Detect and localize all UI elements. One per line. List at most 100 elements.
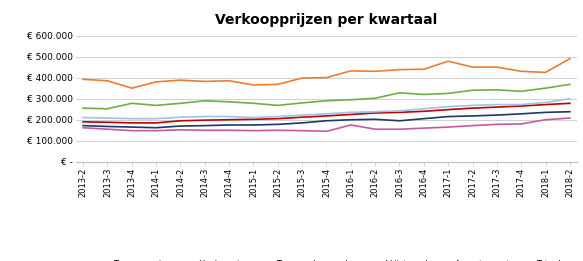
Vrijstaand	[275, 83, 282, 86]
Hoekwoning	[323, 114, 330, 117]
Vrijstaand	[128, 87, 135, 90]
Vrijstaand	[153, 80, 160, 84]
Tussenwoning	[396, 119, 403, 122]
Appartement	[128, 129, 135, 132]
Twee onder een kap	[396, 91, 403, 94]
Totaal	[542, 101, 549, 104]
Twee onder een kap	[128, 102, 135, 105]
Totaal	[298, 114, 305, 117]
Hoekwoning	[566, 102, 573, 105]
Appartement	[469, 124, 476, 127]
Vrijstaand	[542, 71, 549, 74]
Totaal	[518, 103, 525, 106]
Twee onder een kap	[80, 106, 87, 110]
Appartement	[518, 122, 525, 126]
Appartement	[396, 128, 403, 131]
Line: Totaal: Totaal	[83, 99, 570, 119]
Legend: Tussenwoning, Hoekwoning, Twee onder een kap, Vrijstaand, Appartement, Totaal: Tussenwoning, Hoekwoning, Twee onder een…	[92, 260, 561, 261]
Vrijstaand	[518, 70, 525, 73]
Appartement	[201, 129, 208, 132]
Appartement	[104, 128, 111, 131]
Tussenwoning	[445, 115, 452, 118]
Hoekwoning	[128, 121, 135, 124]
Vrijstaand	[445, 60, 452, 63]
Tussenwoning	[275, 123, 282, 126]
Twee onder een kap	[445, 92, 452, 95]
Totaal	[347, 111, 354, 114]
Tussenwoning	[323, 119, 330, 122]
Vrijstaand	[226, 79, 233, 82]
Totaal	[493, 103, 500, 106]
Vrijstaand	[396, 68, 403, 71]
Twee onder een kap	[518, 90, 525, 93]
Totaal	[420, 107, 427, 110]
Vrijstaand	[323, 76, 330, 79]
Tussenwoning	[566, 110, 573, 113]
Appartement	[226, 129, 233, 132]
Tussenwoning	[298, 121, 305, 124]
Twee onder een kap	[226, 100, 233, 103]
Twee onder een kap	[177, 102, 184, 105]
Tussenwoning	[128, 126, 135, 129]
Appartement	[445, 126, 452, 129]
Appartement	[80, 126, 87, 129]
Vrijstaand	[104, 79, 111, 82]
Totaal	[250, 116, 257, 119]
Tussenwoning	[250, 123, 257, 127]
Totaal	[153, 117, 160, 120]
Totaal	[469, 104, 476, 107]
Appartement	[298, 129, 305, 132]
Tussenwoning	[177, 124, 184, 128]
Vrijstaand	[80, 78, 87, 81]
Appartement	[153, 129, 160, 132]
Hoekwoning	[104, 121, 111, 124]
Totaal	[104, 116, 111, 120]
Twee onder een kap	[493, 88, 500, 91]
Vrijstaand	[177, 79, 184, 82]
Hoekwoning	[298, 116, 305, 119]
Twee onder een kap	[371, 97, 378, 100]
Line: Appartement: Appartement	[83, 118, 570, 131]
Hoekwoning	[493, 105, 500, 109]
Line: Tussenwoning: Tussenwoning	[83, 112, 570, 128]
Tussenwoning	[371, 118, 378, 121]
Vrijstaand	[347, 69, 354, 73]
Appartement	[250, 129, 257, 132]
Twee onder een kap	[298, 101, 305, 104]
Hoekwoning	[371, 111, 378, 115]
Totaal	[445, 105, 452, 108]
Totaal	[177, 116, 184, 119]
Tussenwoning	[226, 123, 233, 127]
Totaal	[201, 115, 208, 118]
Totaal	[128, 117, 135, 120]
Twee onder een kap	[250, 102, 257, 105]
Appartement	[371, 128, 378, 131]
Totaal	[566, 97, 573, 100]
Vrijstaand	[298, 76, 305, 80]
Twee onder een kap	[347, 98, 354, 101]
Hoekwoning	[177, 119, 184, 122]
Hoekwoning	[347, 113, 354, 116]
Appartement	[177, 128, 184, 131]
Appartement	[566, 116, 573, 120]
Line: Twee onder een kap: Twee onder een kap	[83, 84, 570, 109]
Appartement	[347, 123, 354, 127]
Totaal	[396, 109, 403, 112]
Vrijstaand	[469, 66, 476, 69]
Tussenwoning	[347, 118, 354, 121]
Totaal	[323, 112, 330, 115]
Line: Vrijstaand: Vrijstaand	[83, 59, 570, 88]
Twee onder een kap	[469, 89, 476, 92]
Vrijstaand	[566, 57, 573, 60]
Hoekwoning	[518, 104, 525, 108]
Vrijstaand	[250, 84, 257, 87]
Totaal	[80, 116, 87, 119]
Twee onder een kap	[275, 104, 282, 107]
Hoekwoning	[201, 118, 208, 122]
Hoekwoning	[396, 111, 403, 114]
Hoekwoning	[275, 117, 282, 120]
Vrijstaand	[420, 68, 427, 71]
Twee onder een kap	[201, 99, 208, 102]
Totaal	[226, 115, 233, 118]
Twee onder een kap	[420, 93, 427, 96]
